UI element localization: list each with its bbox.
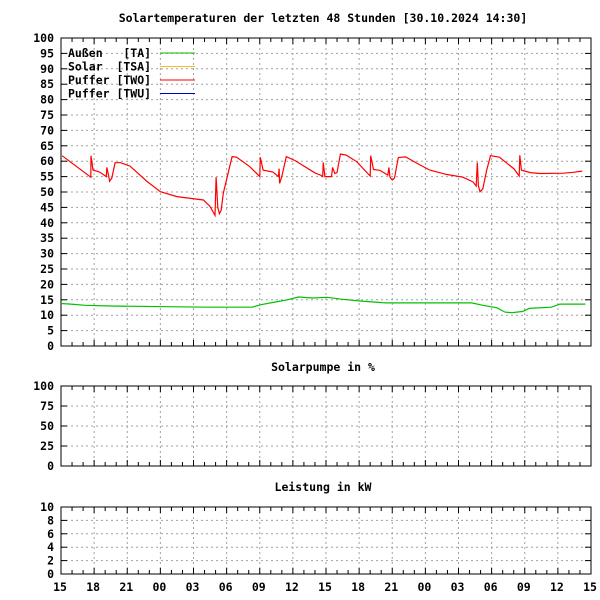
y-tick-label: 10 <box>40 500 54 514</box>
y-tick-label: 2 <box>47 554 54 568</box>
x-tick-label: 00 <box>152 580 166 594</box>
y-tick-label: 35 <box>40 231 54 245</box>
y-tick-label: 20 <box>40 277 54 291</box>
x-tick-label: 12 <box>285 580 299 594</box>
x-tick-label: 06 <box>219 580 233 594</box>
legend-label: Solar [TSA] <box>68 60 151 74</box>
series-line-0 <box>60 296 586 314</box>
y-tick-label: 55 <box>40 170 54 184</box>
x-tick-label: 03 <box>186 580 200 594</box>
y-tick-label: 65 <box>40 139 54 153</box>
y-tick-label: 75 <box>40 108 54 122</box>
y-tick-label: 50 <box>40 419 54 433</box>
chart-title-pump: Solarpumpe in % <box>271 360 375 374</box>
chart-title-power: Leistung in kW <box>275 480 372 494</box>
y-tick-label: 15 <box>40 293 54 307</box>
y-tick-label: 0 <box>47 339 54 353</box>
y-tick-label: 30 <box>40 247 54 261</box>
y-tick-label: 0 <box>47 567 54 581</box>
y-tick-label: 100 <box>33 31 54 45</box>
y-tick-label: 50 <box>40 185 54 199</box>
y-tick-label: 80 <box>40 93 54 107</box>
y-tick-label: 60 <box>40 154 54 168</box>
y-tick-label: 4 <box>47 540 54 554</box>
y-tick-label: 6 <box>47 527 54 541</box>
y-tick-label: 10 <box>40 308 54 322</box>
y-tick-label: 25 <box>40 439 54 453</box>
y-tick-label: 40 <box>40 216 54 230</box>
x-tick-label: 00 <box>417 580 431 594</box>
x-tick-label: 18 <box>351 580 365 594</box>
y-tick-label: 25 <box>40 262 54 276</box>
x-tick-label: 18 <box>86 580 100 594</box>
y-tick-label: 75 <box>40 399 54 413</box>
y-tick-label: 45 <box>40 200 54 214</box>
series-line-2 <box>61 153 583 218</box>
x-tick-label: 09 <box>252 580 266 594</box>
x-tick-label: 21 <box>119 580 133 594</box>
y-tick-label: 95 <box>40 46 54 60</box>
x-tick-label: 03 <box>451 580 465 594</box>
legend-label: Puffer [TWU] <box>68 87 151 101</box>
chart-title-temperatures: Solartemperaturen der letzten 48 Stunden… <box>119 11 528 25</box>
y-tick-label: 90 <box>40 62 54 76</box>
x-tick-label: 15 <box>318 580 332 594</box>
y-tick-label: 8 <box>47 513 54 527</box>
y-tick-label: 85 <box>40 77 54 91</box>
legend-label: Puffer [TWO] <box>68 73 151 87</box>
legend-label: Außen [TA] <box>68 46 151 60</box>
y-tick-label: 5 <box>47 324 54 338</box>
y-tick-label: 70 <box>40 123 54 137</box>
x-tick-label: 15 <box>583 580 597 594</box>
y-tick-label: 0 <box>47 459 54 473</box>
x-tick-label: 12 <box>550 580 564 594</box>
y-tick-label: 100 <box>33 379 54 393</box>
x-tick-label: 15 <box>53 580 67 594</box>
x-tick-label: 06 <box>484 580 498 594</box>
x-tick-label: 21 <box>384 580 398 594</box>
x-tick-label: 09 <box>517 580 531 594</box>
